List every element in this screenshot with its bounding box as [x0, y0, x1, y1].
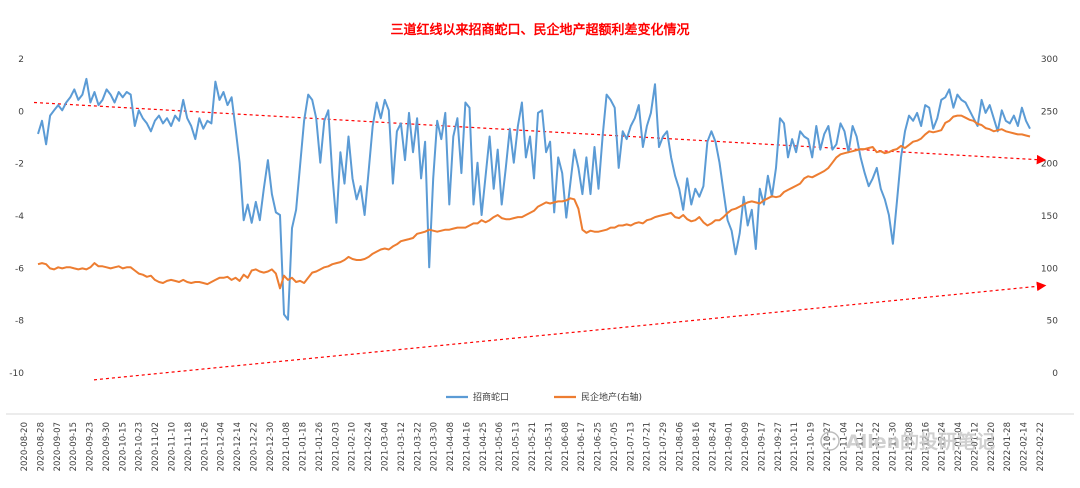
right-tick-label: 150 — [1041, 212, 1058, 222]
x-tick-label: 2021-04-08 — [446, 422, 456, 471]
left-tick-label: -8 — [15, 317, 24, 327]
x-tick-label: 2021-03-22 — [413, 422, 423, 471]
x-tick-label: 2021-07-21 — [643, 422, 653, 471]
legend: 招商蛇口 民企地产(右轴) — [6, 391, 1074, 415]
x-tick-label: 2021-08-16 — [692, 422, 702, 471]
x-tick-label: 2022-02-14 — [1020, 422, 1030, 471]
left-axis: 2 0 -2 -4 -6 -8 -10 — [9, 55, 24, 379]
x-tick-label: 2022-02-22 — [1036, 422, 1046, 471]
left-tick-label: -2 — [15, 160, 24, 170]
x-tick-label: 2021-03-30 — [430, 422, 440, 471]
series-layer — [37, 77, 1031, 321]
right-tick-label: 250 — [1041, 107, 1058, 117]
watermark-icon-dot — [824, 437, 828, 441]
x-tick-label: 2021-10-11 — [790, 422, 800, 471]
x-tick-label: 2021-01-26 — [315, 422, 325, 471]
trend-line — [33, 101, 1047, 165]
series-line — [37, 114, 1031, 290]
legend-label: 招商蛇口 — [473, 391, 509, 403]
x-tick-label: 2021-02-10 — [348, 422, 358, 471]
x-tick-label: 2021-11-04 — [839, 422, 849, 471]
x-tick-label: 2020-08-20 — [20, 422, 30, 471]
right-tick-label: 50 — [1047, 317, 1059, 327]
left-tick-label: -10 — [9, 369, 24, 379]
x-tick-label: 2021-03-04 — [381, 422, 391, 471]
x-tick-label: 2021-12-24 — [938, 422, 948, 471]
right-tick-label: 0 — [1052, 369, 1058, 379]
x-tick-label: 2021-04-16 — [463, 422, 473, 471]
x-tick-label: 2021-09-27 — [774, 422, 784, 471]
left-tick-label: 0 — [18, 107, 24, 117]
x-tick-label: 2021-08-24 — [708, 422, 718, 471]
right-tick-label: 300 — [1041, 55, 1058, 65]
x-tick-label: 2021-03-12 — [397, 422, 407, 471]
x-tick-label: 2021-01-08 — [282, 422, 292, 471]
x-tick-label: 2021-07-05 — [610, 422, 620, 471]
x-tick-label: 2021-02-03 — [331, 422, 341, 471]
x-tick-label: 2021-10-19 — [807, 422, 817, 471]
x-tick-label: 2021-05-21 — [528, 422, 538, 471]
x-tick-label: 2021-01-18 — [299, 422, 309, 471]
x-tick-label: 2021-08-06 — [676, 422, 686, 471]
x-tick-label: 2020-12-14 — [233, 422, 243, 471]
x-tick-label: 2020-10-23 — [135, 422, 145, 471]
x-tick-label: 2021-06-25 — [594, 422, 604, 471]
right-tick-label: 100 — [1041, 264, 1058, 274]
x-tick-label: 2021-02-24 — [364, 422, 374, 471]
x-axis: 2020-08-20 2020-08-28 2020-09-07 2020-09-15… — [20, 422, 1046, 471]
x-tick-label: 2021-12-08 — [905, 422, 915, 471]
x-tick-label: 2021-05-31 — [544, 422, 554, 471]
series-line — [37, 77, 1031, 321]
x-tick-label: 2021-06-17 — [577, 422, 587, 471]
x-tick-label: 2020-09-15 — [69, 422, 79, 471]
x-tick-label: 2020-11-10 — [168, 422, 178, 471]
x-tick-label: 2021-12-16 — [921, 422, 931, 471]
x-tick-label: 2021-06-08 — [561, 422, 571, 471]
x-tick-label: 2021-11-30 — [889, 422, 899, 471]
x-tick-label: 2021-11-12 — [856, 422, 866, 471]
x-tick-label: 2020-08-28 — [36, 422, 46, 471]
x-tick-label: 2021-07-13 — [626, 422, 636, 471]
x-tick-label: 2020-11-18 — [184, 422, 194, 471]
left-tick-label: -4 — [15, 212, 24, 222]
x-tick-label: 2021-09-09 — [741, 422, 751, 471]
x-tick-label: 2020-10-15 — [118, 422, 128, 471]
x-tick-label: 2020-11-26 — [200, 422, 210, 471]
x-tick-label: 2020-12-30 — [266, 422, 276, 471]
x-tick-label: 2022-01-28 — [1003, 422, 1013, 471]
left-tick-label: 2 — [18, 55, 24, 65]
x-tick-label: 2020-11-02 — [151, 422, 161, 471]
x-tick-label: 2021-11-22 — [872, 422, 882, 471]
trend-lines — [33, 101, 1047, 381]
x-tick-label: 2020-12-04 — [217, 422, 227, 471]
watermark-icon — [820, 431, 840, 451]
x-tick-label: 2021-07-29 — [659, 422, 669, 471]
x-tick-label: 2022-01-20 — [987, 422, 997, 471]
watermark-text: Allen的投研笔记 — [846, 430, 995, 453]
x-tick-label: 2020-09-23 — [86, 422, 96, 471]
left-tick-label: -6 — [15, 264, 24, 274]
x-tick-label: 2021-04-25 — [479, 422, 489, 471]
x-tick-label: 2020-09-30 — [102, 422, 112, 471]
watermark: Allen的投研笔记 — [820, 430, 995, 453]
x-tick-label: 2021-05-13 — [512, 422, 522, 471]
x-tick-label: 2022-01-04 — [954, 422, 964, 471]
right-tick-label: 200 — [1041, 160, 1058, 170]
x-tick-label: 2021-09-17 — [757, 422, 767, 471]
x-tick-label: 2021-10-27 — [823, 422, 833, 471]
x-tick-label: 2021-05-06 — [495, 422, 505, 471]
x-tick-label: 2022-01-12 — [971, 422, 981, 471]
watermark-icon-dot — [832, 437, 836, 441]
legend-label: 民企地产(右轴) — [581, 391, 642, 403]
right-axis: 300 250 200 150 100 50 0 — [1041, 55, 1058, 379]
x-tick-label: 2020-09-07 — [53, 422, 63, 471]
chart-title: 三道红线以来招商蛇口、民企地产超额利差变化情况 — [390, 22, 689, 38]
x-tick-label: 2020-12-22 — [249, 422, 259, 471]
trend-line — [93, 281, 1047, 381]
x-tick-label: 2021-09-01 — [725, 422, 735, 471]
